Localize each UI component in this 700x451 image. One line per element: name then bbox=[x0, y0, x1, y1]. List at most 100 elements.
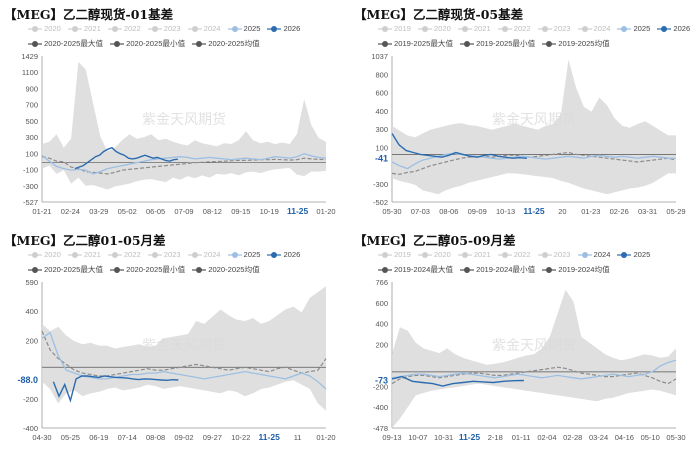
y-tick-label: -502 bbox=[373, 198, 388, 207]
x-tick-label: 07-03 bbox=[411, 207, 430, 216]
legend-item[interactable]: 2019-2025最大值 bbox=[378, 38, 453, 49]
legend-marker-icon bbox=[577, 251, 592, 258]
legend-marker-icon bbox=[537, 251, 552, 258]
legend-item[interactable]: 2025 bbox=[227, 250, 260, 259]
legend-item[interactable]: 2020-2025最大值 bbox=[28, 38, 103, 49]
y-tick-label: 600 bbox=[375, 299, 388, 308]
legend-item[interactable]: 2023 bbox=[147, 24, 181, 33]
x-tick-label: 01-20 bbox=[316, 433, 335, 442]
legend-item[interactable]: 2025 bbox=[617, 24, 650, 33]
legend-item[interactable]: 2019-2024最大值 bbox=[378, 264, 453, 275]
legend-item[interactable]: 2021 bbox=[67, 24, 101, 33]
legend-item[interactable]: 2022 bbox=[107, 250, 141, 259]
legend-item[interactable]: 2024 bbox=[187, 250, 221, 259]
x-tick-label: 08-06 bbox=[439, 207, 458, 216]
legend-marker-icon bbox=[147, 25, 162, 32]
legend-item[interactable]: 2019 bbox=[378, 24, 411, 33]
legend-item[interactable]: 2024 bbox=[577, 250, 610, 259]
legend-years: 2019 2020 2021 2022 2023 2024 2025 bbox=[378, 250, 657, 261]
x-tick-label: 05-30 bbox=[666, 433, 685, 442]
y-tick-label: 766 bbox=[375, 278, 388, 287]
legend-item[interactable]: 2020-2025最小值 bbox=[110, 38, 185, 49]
legend-marker-icon bbox=[378, 251, 392, 258]
legend-marker-icon bbox=[67, 251, 82, 258]
legend-marker-icon bbox=[267, 251, 282, 258]
legend-marker-icon bbox=[417, 251, 432, 258]
legend-item[interactable]: 2019 bbox=[378, 250, 411, 259]
legend-item[interactable]: 2020 bbox=[417, 24, 451, 33]
x-tick-label: 07-09 bbox=[174, 207, 193, 216]
legend-item[interactable]: 2023 bbox=[537, 24, 571, 33]
y-tick-label: -300 bbox=[23, 182, 38, 191]
legend-item[interactable]: 2020 bbox=[417, 250, 451, 259]
legend-marker-icon bbox=[617, 251, 632, 258]
legend-label: 2022 bbox=[123, 250, 141, 259]
y-tick-label: -100 bbox=[23, 166, 38, 175]
y-tick-label: -478 bbox=[373, 424, 388, 433]
legend-item[interactable]: 2020 bbox=[28, 250, 61, 259]
legend-item[interactable]: 2019-2025均值 bbox=[542, 38, 610, 49]
legend-item[interactable]: 2024 bbox=[577, 24, 611, 33]
legend-item[interactable]: 2019-2025最小值 bbox=[460, 38, 535, 49]
legend-item[interactable]: 2022 bbox=[107, 24, 141, 33]
x-tick-label: 05-25 bbox=[61, 433, 80, 442]
x-tick-label: 01-20 bbox=[316, 207, 335, 216]
chart-canvas-3: 紫金天风期货590400200-88.0-200-40004-3005-2506… bbox=[17, 278, 335, 442]
series-average bbox=[391, 151, 677, 175]
legend-item[interactable]: 2023 bbox=[537, 250, 571, 259]
legend-item[interactable]: 2020-2025均值 bbox=[192, 38, 260, 49]
legend-label: 2020 bbox=[44, 250, 61, 259]
legend-label: 2025 bbox=[243, 24, 261, 33]
x-tick-label: 05-30 bbox=[382, 207, 401, 216]
y-tick-label: 100 bbox=[375, 143, 388, 152]
legend-item[interactable]: 2024 bbox=[187, 24, 221, 33]
legend-item[interactable]: 2020-2025最大值 bbox=[28, 264, 103, 275]
legend-label: 2020 bbox=[44, 24, 61, 33]
x-tick-label: 06-05 bbox=[146, 207, 165, 216]
legend-item[interactable]: 2022 bbox=[497, 250, 531, 259]
legend-item[interactable]: 2021 bbox=[457, 24, 491, 33]
current-value-label: -73 bbox=[375, 375, 388, 385]
legend-item[interactable]: 2026 bbox=[267, 250, 300, 259]
y-tick-label: 600 bbox=[375, 89, 388, 98]
series-previous-year bbox=[41, 153, 327, 175]
legend-marker-icon bbox=[457, 25, 472, 32]
legend-stats: 2020-2025最大值 2020-2025最小值 2020-2025均值 bbox=[28, 264, 267, 276]
legend-item[interactable]: 2022 bbox=[497, 24, 531, 33]
x-tick-label: 08-08 bbox=[146, 433, 165, 442]
legend-marker-icon bbox=[657, 25, 672, 32]
series-average bbox=[41, 330, 327, 377]
legend-item[interactable]: 2021 bbox=[457, 250, 491, 259]
legend-item[interactable]: 2025 bbox=[227, 24, 261, 33]
legend-item[interactable]: 2019-2024均值 bbox=[542, 264, 610, 275]
legend-item[interactable]: 2026 bbox=[267, 24, 300, 33]
legend-item[interactable]: 2020-2025均值 bbox=[192, 264, 260, 275]
legend-item[interactable]: 2026 bbox=[657, 24, 690, 33]
chart-panel-2: 紫金天风期货 1037 800 600 400 300 100 -41 -300 -502 05-3… bbox=[350, 0, 700, 225]
legend-marker-icon bbox=[537, 25, 552, 32]
x-tick-label: 10-22 bbox=[231, 433, 250, 442]
x-tick-highlight: 11-25 bbox=[459, 432, 481, 442]
series-previous-year bbox=[41, 331, 327, 390]
y-tick-label: 1100 bbox=[22, 68, 38, 77]
x-tick-label: 10-13 bbox=[496, 207, 515, 216]
legend-item[interactable]: 2020-2025最小值 bbox=[110, 264, 185, 275]
y-tick-label: 400 bbox=[375, 320, 388, 329]
legend-marker-icon bbox=[28, 40, 42, 47]
legend-item[interactable]: 2020 bbox=[28, 24, 61, 33]
legend-label: 2019-2024最小值 bbox=[476, 265, 536, 274]
chart-title: 【MEG】乙二醇现货-01基差 bbox=[4, 7, 174, 22]
legend-marker-icon bbox=[497, 251, 512, 258]
legend-label: 2020 bbox=[433, 250, 451, 259]
legend-item[interactable]: 2019-2024最小值 bbox=[460, 264, 535, 275]
legend-item[interactable]: 2025 bbox=[617, 250, 650, 259]
series-current-year bbox=[52, 375, 179, 403]
legend-label: 2024 bbox=[593, 24, 611, 33]
legend-item[interactable]: 2021 bbox=[67, 250, 101, 259]
legend-item[interactable]: 2023 bbox=[147, 250, 181, 259]
y-tick-label: 900 bbox=[25, 84, 38, 93]
legend-label: 2026 bbox=[283, 24, 301, 33]
y-tick-label: 200 bbox=[375, 341, 388, 350]
legend-marker-icon bbox=[28, 251, 42, 258]
